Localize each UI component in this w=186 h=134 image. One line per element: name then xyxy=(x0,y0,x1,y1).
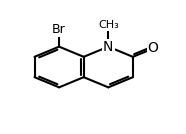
Text: CH₃: CH₃ xyxy=(98,20,119,30)
Text: O: O xyxy=(148,42,158,55)
Text: N: N xyxy=(103,40,113,54)
Text: Br: Br xyxy=(52,23,66,36)
